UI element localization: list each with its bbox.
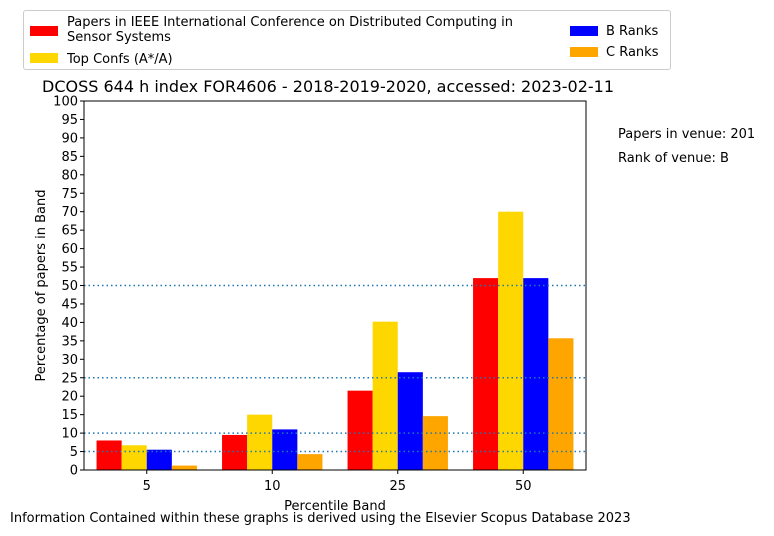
y-tick-label-55: 55 bbox=[61, 261, 78, 276]
x-tick-label-50: 50 bbox=[515, 479, 532, 494]
y-axis-label: Percentage of papers in Band bbox=[34, 189, 49, 381]
x-tick-label-25: 25 bbox=[389, 479, 406, 494]
y-tick-label-75: 75 bbox=[61, 187, 78, 202]
bar-50-series-1 bbox=[498, 211, 524, 470]
legend-label-blue: B Ranks bbox=[606, 24, 659, 39]
y-tick-label-30: 30 bbox=[61, 353, 78, 368]
y-tick-label-85: 85 bbox=[61, 150, 78, 165]
y-tick-label-65: 65 bbox=[61, 224, 78, 239]
legend-label-red: Papers in IEEE International Conference … bbox=[67, 15, 513, 45]
y-tick-label-40: 40 bbox=[61, 316, 78, 331]
bar-5-series-0 bbox=[96, 440, 122, 470]
bar-10-series-0 bbox=[222, 434, 248, 470]
bar-25-series-0 bbox=[347, 390, 373, 470]
bar-5-series-1 bbox=[121, 445, 147, 470]
x-tick-label-10: 10 bbox=[264, 479, 281, 494]
legend: Papers in IEEE International Conference … bbox=[23, 10, 671, 70]
papers-in-venue: Papers in venue: 201 bbox=[618, 127, 756, 142]
bar-10-series-3 bbox=[297, 454, 323, 470]
bar-50-series-2 bbox=[523, 278, 549, 470]
y-tick-label-100: 100 bbox=[53, 95, 78, 110]
footer-note: Information Contained within these graph… bbox=[10, 511, 631, 526]
bar-25-series-2 bbox=[397, 372, 423, 470]
y-tick-label-5: 5 bbox=[70, 445, 78, 460]
y-tick-label-10: 10 bbox=[61, 427, 78, 442]
bar-25-series-1 bbox=[372, 321, 398, 470]
rank-of-venue: Rank of venue: B bbox=[618, 151, 729, 166]
legend-label-orange: C Ranks bbox=[606, 45, 659, 60]
chart-title: DCOSS 644 h index FOR4606 - 2018-2019-20… bbox=[42, 77, 615, 96]
x-tick-label-5: 5 bbox=[143, 479, 151, 494]
bar-25-series-3 bbox=[422, 416, 448, 470]
legend-swatch-gold bbox=[30, 53, 58, 63]
y-tick-label-50: 50 bbox=[61, 279, 78, 294]
bar-5-series-2 bbox=[146, 449, 172, 470]
bar-10-series-1 bbox=[247, 414, 273, 470]
bar-5-series-3 bbox=[171, 465, 197, 470]
y-tick-label-25: 25 bbox=[61, 371, 78, 386]
legend-swatch-red bbox=[30, 26, 58, 36]
legend-label-gold: Top Confs (A*/A) bbox=[67, 52, 173, 67]
legend-swatch-blue bbox=[570, 26, 598, 36]
y-tick-label-35: 35 bbox=[61, 334, 78, 349]
y-tick-label-20: 20 bbox=[61, 390, 78, 405]
legend-swatch-orange bbox=[570, 47, 598, 57]
y-tick-label-90: 90 bbox=[61, 131, 78, 146]
bar-10-series-2 bbox=[272, 429, 298, 470]
y-tick-label-60: 60 bbox=[61, 242, 78, 257]
bar-50-series-0 bbox=[473, 278, 499, 470]
y-tick-label-70: 70 bbox=[61, 205, 78, 220]
y-tick-label-15: 15 bbox=[61, 408, 78, 423]
y-tick-label-45: 45 bbox=[61, 297, 78, 312]
y-tick-label-95: 95 bbox=[61, 113, 78, 128]
y-tick-label-80: 80 bbox=[61, 168, 78, 183]
bar-50-series-3 bbox=[548, 338, 574, 470]
y-tick-label-0: 0 bbox=[70, 464, 78, 479]
x-axis-label: Percentile Band bbox=[284, 499, 386, 514]
